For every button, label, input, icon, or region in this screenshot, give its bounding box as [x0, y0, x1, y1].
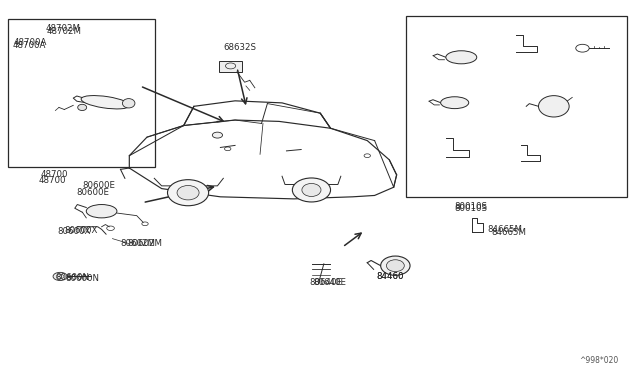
Ellipse shape	[168, 180, 209, 206]
Circle shape	[53, 272, 67, 280]
Ellipse shape	[440, 97, 468, 109]
Ellipse shape	[387, 260, 404, 272]
Ellipse shape	[177, 186, 199, 200]
Circle shape	[92, 206, 105, 214]
Ellipse shape	[122, 99, 135, 108]
Ellipse shape	[86, 205, 117, 218]
Text: 80600X: 80600X	[65, 226, 98, 235]
Text: 80010S: 80010S	[454, 204, 488, 213]
Ellipse shape	[381, 256, 410, 275]
Text: ^998*020: ^998*020	[580, 356, 619, 365]
Text: 80602M: 80602M	[121, 239, 156, 248]
Text: 48700A: 48700A	[12, 41, 45, 49]
Bar	[219, 61, 242, 72]
Circle shape	[544, 100, 564, 112]
Text: 80602M: 80602M	[127, 239, 162, 248]
Text: 48702M: 48702M	[45, 24, 81, 33]
Circle shape	[212, 132, 223, 138]
Text: 84460: 84460	[376, 272, 404, 280]
Circle shape	[454, 53, 469, 62]
Text: 84665M: 84665M	[491, 228, 526, 237]
Ellipse shape	[446, 51, 477, 64]
Ellipse shape	[81, 96, 130, 109]
Text: 80600E: 80600E	[83, 182, 115, 190]
Text: 80640E: 80640E	[309, 278, 342, 287]
Text: 80600N: 80600N	[66, 275, 100, 283]
Text: 48700: 48700	[40, 170, 68, 179]
Text: 68632S: 68632S	[223, 43, 256, 52]
Bar	[406, 16, 627, 197]
Text: 48702M: 48702M	[47, 27, 82, 36]
Text: 84460: 84460	[376, 272, 404, 280]
Ellipse shape	[302, 183, 321, 196]
Ellipse shape	[538, 96, 569, 117]
Ellipse shape	[292, 178, 330, 202]
Text: 80600N: 80600N	[55, 273, 89, 282]
Ellipse shape	[77, 104, 86, 110]
Text: 80010S: 80010S	[454, 202, 487, 211]
Text: 48700: 48700	[39, 176, 67, 185]
Circle shape	[447, 99, 461, 107]
Text: 80640E: 80640E	[314, 278, 347, 287]
Text: 80600X: 80600X	[57, 227, 90, 236]
Text: 80600E: 80600E	[76, 188, 109, 197]
Bar	[8, 19, 156, 167]
Text: 84665M: 84665M	[487, 225, 522, 234]
Text: 48700A: 48700A	[13, 38, 47, 47]
